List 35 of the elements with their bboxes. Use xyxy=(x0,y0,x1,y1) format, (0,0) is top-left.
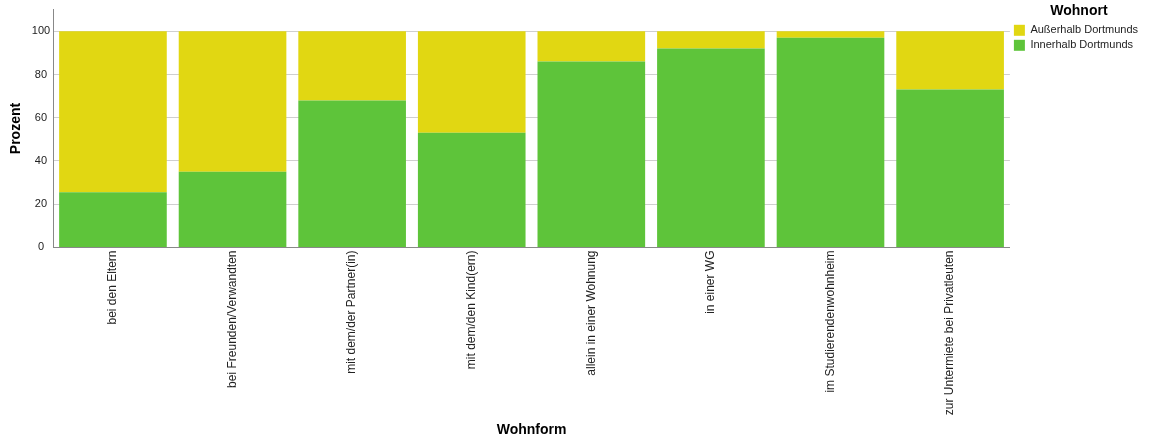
legend-label: Innerhalb Dortmunds xyxy=(1030,38,1134,51)
x-axis-title: Wohnform xyxy=(496,421,567,438)
bar xyxy=(298,31,406,101)
bar xyxy=(657,31,765,49)
bar xyxy=(59,192,167,247)
y-tick-label: 0 xyxy=(37,240,45,253)
bar xyxy=(537,31,646,62)
y-tick-label: 40 xyxy=(34,154,48,166)
bar xyxy=(417,31,526,133)
x-tick-label: im Studierendenwohnheim xyxy=(822,250,837,393)
y-tick-label: 20 xyxy=(34,197,48,210)
bar xyxy=(896,89,1004,247)
x-tick-label: mit dem/den Kind(ern) xyxy=(464,250,479,370)
bar xyxy=(178,31,287,172)
y-tick-label: 80 xyxy=(34,67,48,80)
x-tick-label: mit dem/der Partner(in) xyxy=(344,250,359,374)
bar xyxy=(537,61,646,247)
bar xyxy=(776,37,885,247)
x-tick-label: bei Freunden/Verwandten xyxy=(224,250,239,388)
bar xyxy=(417,132,526,247)
bar xyxy=(657,48,765,247)
x-tick-label: in einer WG xyxy=(703,250,718,314)
y-tick-label: 60 xyxy=(34,110,48,123)
bar xyxy=(896,31,1004,90)
bar xyxy=(298,100,406,247)
x-tick-label: allein in einer Wohnung xyxy=(583,250,598,376)
bar xyxy=(178,171,287,247)
legend-label: Außerhalb Dortmunds xyxy=(1030,23,1139,36)
x-tick-label: zur Untermiete bei Privatleuten xyxy=(942,250,957,416)
bar xyxy=(59,31,167,193)
bar xyxy=(776,31,885,38)
legend-title: Wohnort xyxy=(1050,1,1108,18)
y-tick-label: 100 xyxy=(31,24,51,37)
x-tick-label: bei den Eltern xyxy=(105,250,120,325)
y-axis-title: Prozent xyxy=(7,102,24,155)
